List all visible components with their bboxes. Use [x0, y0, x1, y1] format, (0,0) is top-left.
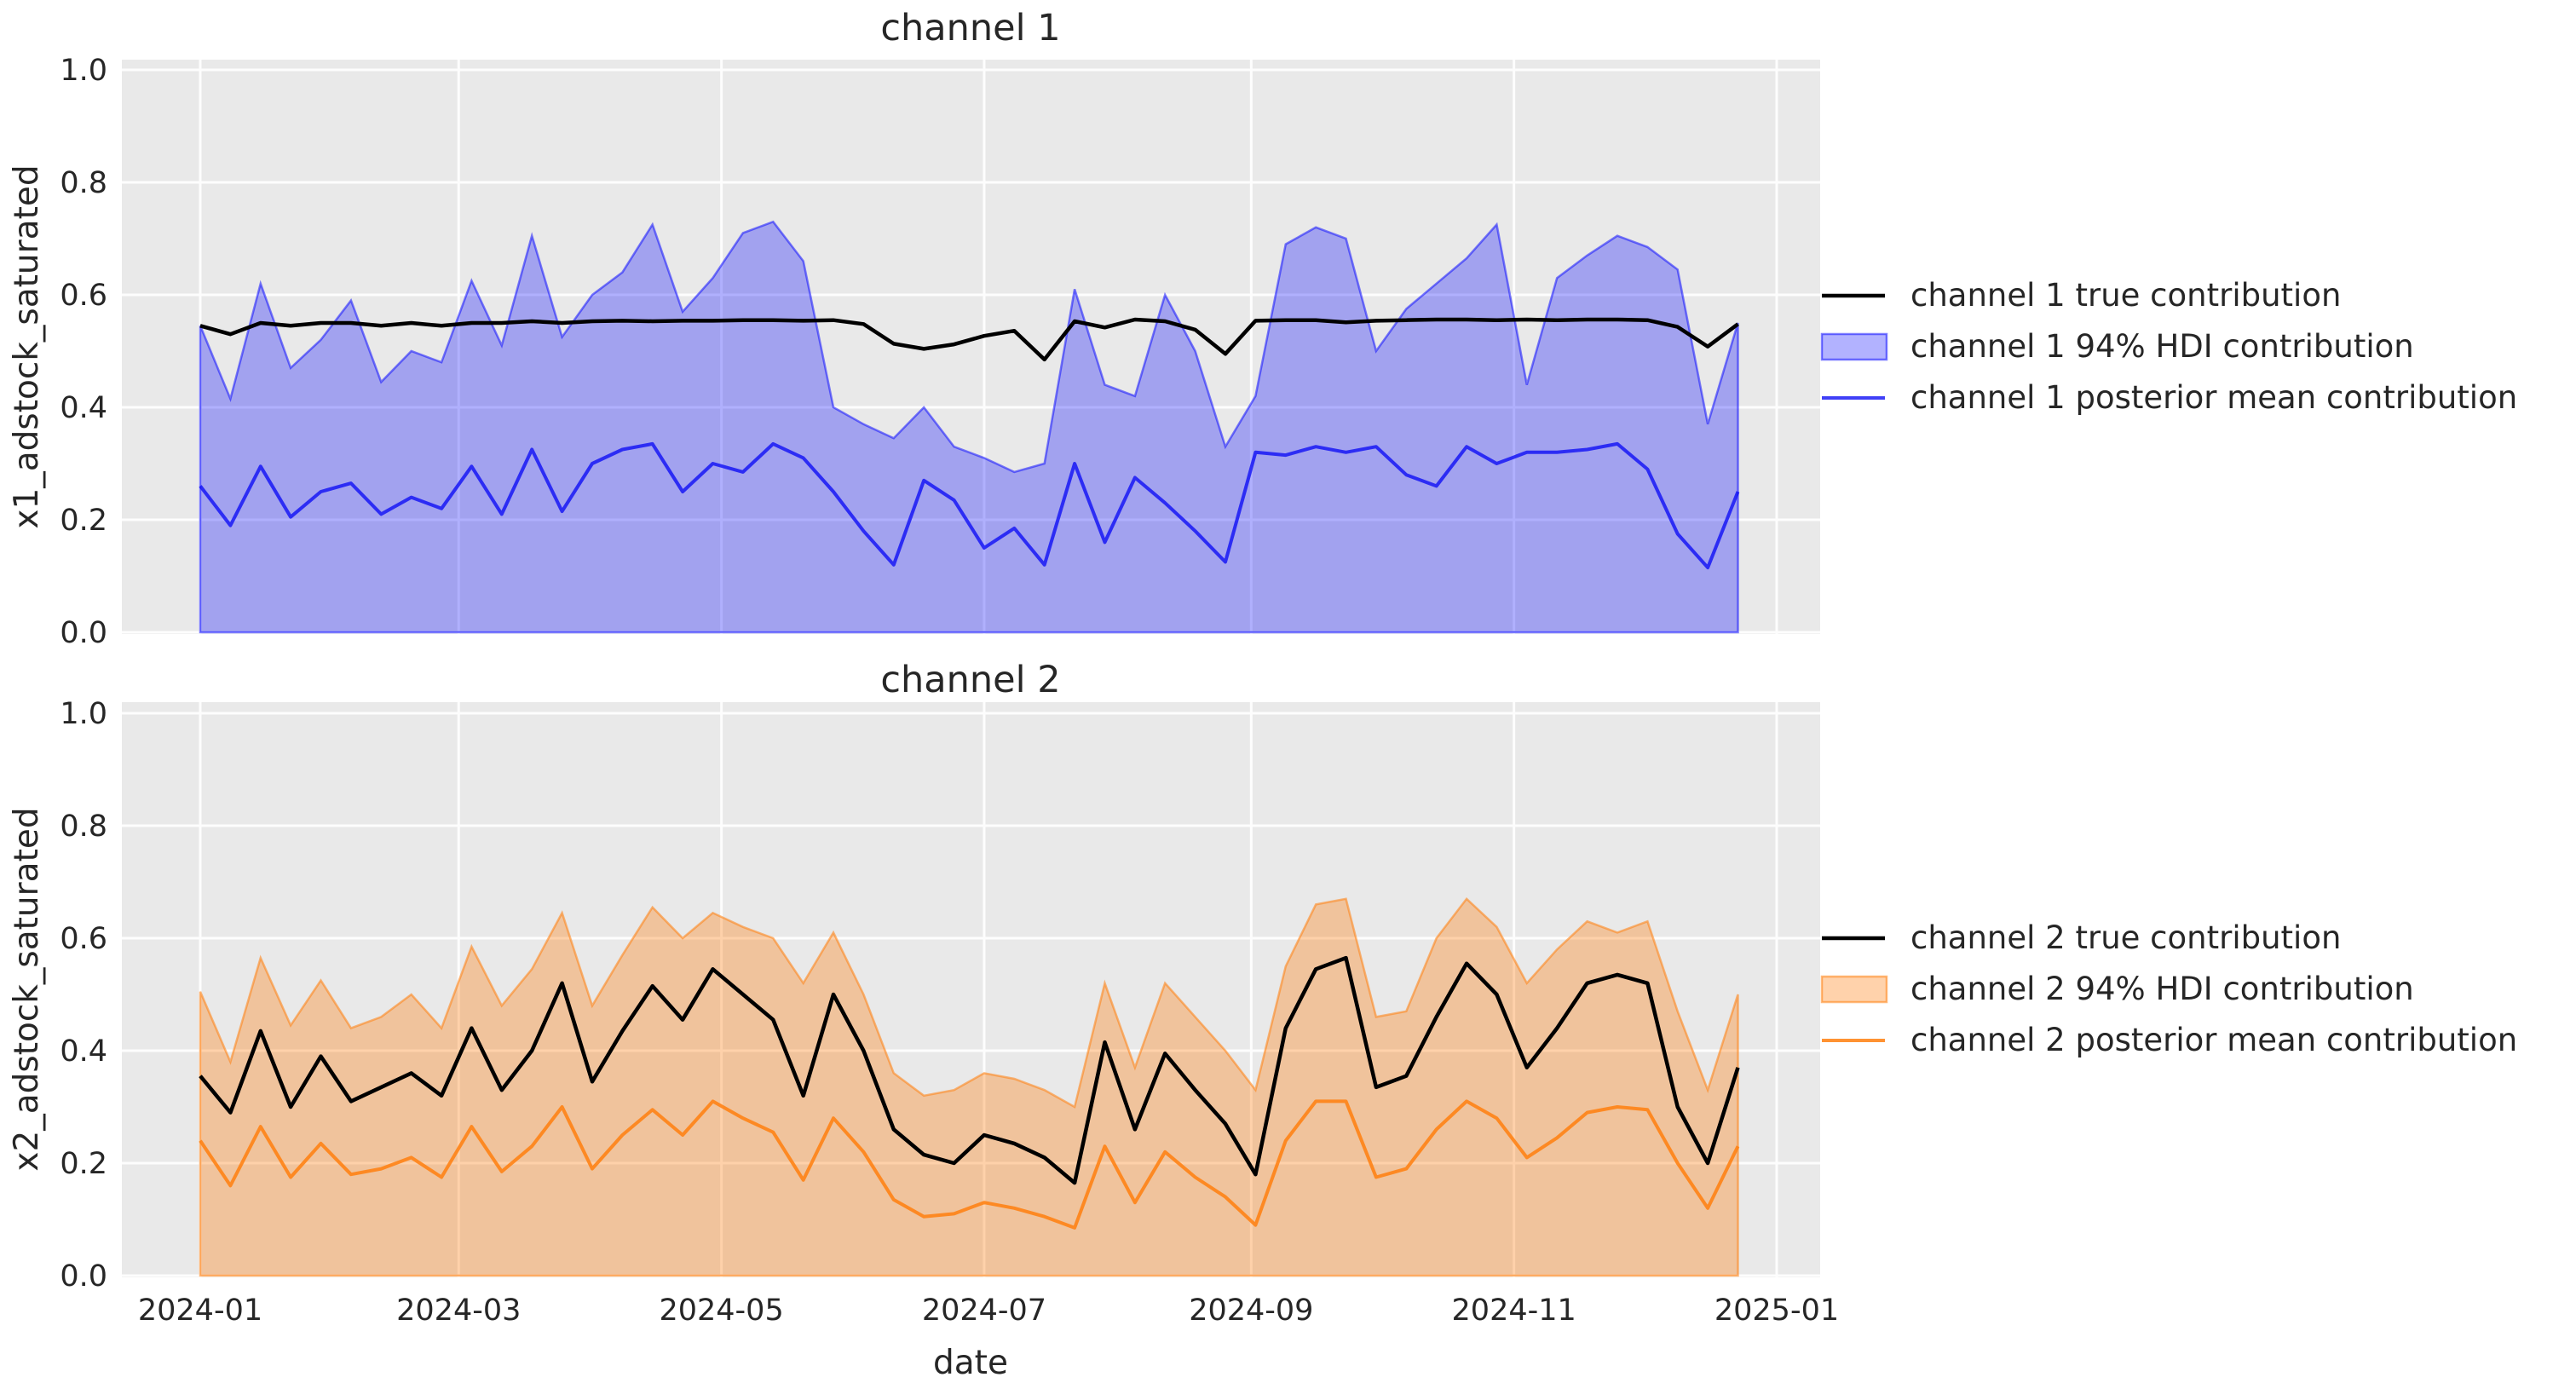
- x-tick-labels: 2024-01 2024-03 2024-05 2024-07 2024-09 2024-…: [138, 1294, 1839, 1328]
- x-tick-label: 2024-11: [1452, 1294, 1576, 1328]
- x-tick-label: 2024-03: [396, 1294, 521, 1328]
- y-tick-label: 0.6: [60, 279, 107, 313]
- subplot-channel-1: 0.0 0.2 0.4 0.6 0.8 1.0: [60, 54, 1820, 650]
- hdi-band: [199, 220, 1739, 634]
- y-tick-label: 0.8: [60, 810, 107, 844]
- x-tick-label: 2024-07: [922, 1294, 1046, 1328]
- legend-label: channel 1 true contribution: [1910, 277, 2341, 314]
- legend-entry: channel 1 posterior mean contribution: [1822, 379, 2517, 416]
- legend-hdi-patch: [1820, 332, 1888, 361]
- y-tick-label: 0.0: [60, 616, 107, 650]
- y-tick-label: 0.4: [60, 1034, 107, 1069]
- posterior-mean-line: [199, 1099, 1740, 1230]
- legend-entry: channel 2 posterior mean contribution: [1822, 1022, 2517, 1058]
- legend-entry: channel 2 true contribution: [1822, 919, 2341, 956]
- legend-entry: channel 1 94% HDI contribution: [1820, 328, 2414, 365]
- y-tick-label: 0.0: [60, 1259, 107, 1294]
- posterior-mean-line: [199, 441, 1740, 570]
- x-axis-label: date: [933, 1344, 1008, 1382]
- y-tick-label: 0.2: [60, 1147, 107, 1181]
- chart1-y-axis-label: x1_adstock_saturated: [8, 164, 46, 528]
- x-tick-label: 2025-01: [1714, 1294, 1839, 1328]
- true-contribution-line: [199, 955, 1740, 1185]
- legend-label: channel 2 true contribution: [1910, 919, 2341, 956]
- y-tick-label: 0.4: [60, 391, 107, 425]
- true-contribution-line: [199, 317, 1739, 362]
- subplot-channel-2: 0.0 0.2 0.4 0.6 0.8 1.0: [60, 697, 1820, 1294]
- legend-label: channel 1 94% HDI contribution: [1910, 328, 2414, 365]
- y-tick-label: 0.8: [60, 166, 107, 200]
- chart2-title: channel 2: [880, 659, 1060, 701]
- plot-background: [122, 702, 1820, 1277]
- legend-entry: channel 2 94% HDI contribution: [1820, 971, 2414, 1007]
- legend-channel-2: channel 2 true contribution channel 2 94%…: [1820, 919, 2517, 1058]
- chart2-y-axis-label: x2_adstock_saturated: [8, 807, 46, 1171]
- legend-label: channel 2 posterior mean contribution: [1910, 1022, 2517, 1058]
- y-tick-label: 1.0: [60, 54, 107, 88]
- x-tick-label: 2024-05: [659, 1294, 783, 1328]
- legend-hdi-patch: [1820, 975, 1888, 1004]
- legend-entry: channel 1 true contribution: [1822, 277, 2341, 314]
- legend-channel-1: channel 1 true contribution channel 1 94%…: [1820, 277, 2517, 416]
- legend-label: channel 2 94% HDI contribution: [1910, 971, 2414, 1007]
- legend-label: channel 1 posterior mean contribution: [1910, 379, 2517, 416]
- y-tick-label: 1.0: [60, 697, 107, 731]
- chart1-title: channel 1: [880, 7, 1060, 49]
- x-tick-label: 2024-01: [138, 1294, 262, 1328]
- y-tick-label: 0.2: [60, 504, 107, 538]
- x-tick-label: 2024-09: [1189, 1294, 1313, 1328]
- y-tick-label: 0.6: [60, 922, 107, 956]
